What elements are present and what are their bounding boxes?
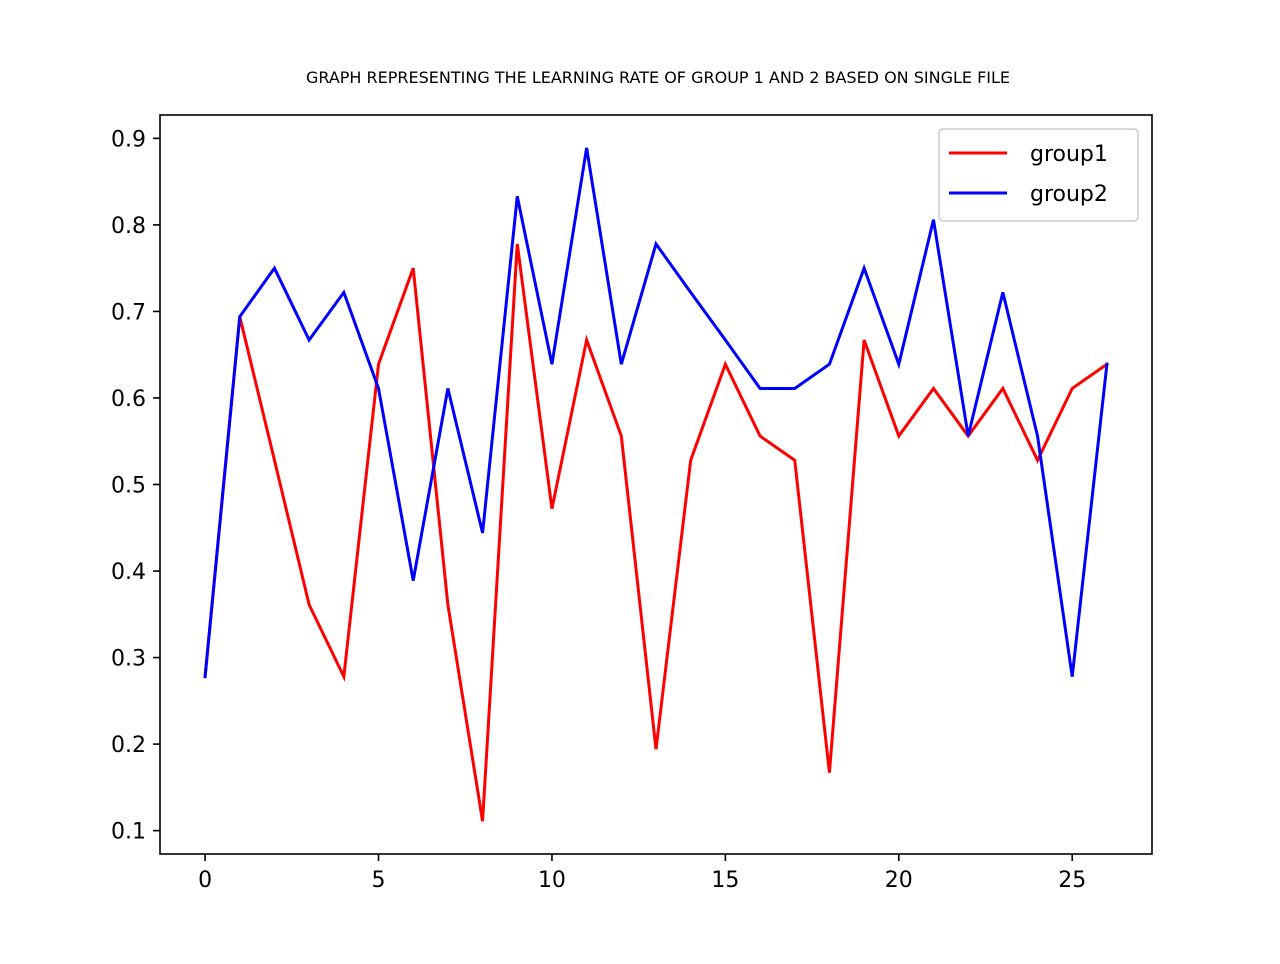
y-tick-label: 0.9: [111, 127, 146, 152]
chart-title: GRAPH REPRESENTING THE LEARNING RATE OF …: [306, 68, 1010, 87]
x-tick-label: 0: [198, 868, 212, 893]
series-line-group1: [203, 243, 1109, 822]
series-line-group2: [203, 147, 1109, 679]
y-tick-label: 0.4: [111, 560, 146, 585]
x-tick-label: 15: [711, 868, 739, 893]
y-tick-label: 0.3: [111, 647, 146, 672]
y-tick-label: 0.8: [111, 214, 146, 239]
y-tick-label: 0.5: [111, 474, 146, 499]
y-tick-label: 0.6: [111, 387, 146, 412]
legend-label-group1: group1: [1030, 142, 1108, 167]
legend-label-group2: group2: [1030, 182, 1108, 207]
y-tick-label: 0.7: [111, 300, 146, 325]
y-tick-label: 0.2: [111, 733, 146, 758]
y-tick-label: 0.1: [111, 820, 146, 845]
x-tick-label: 5: [372, 868, 386, 893]
x-tick-label: 10: [538, 868, 566, 893]
x-tick-label: 20: [885, 868, 913, 893]
x-tick-label: 25: [1058, 868, 1086, 893]
plot-area: 0 5 10 15 20 25 0.1 0.2 0.3 0.4 0.5 0.6 0.7 0.8 0.9 gro…: [111, 114, 1153, 893]
